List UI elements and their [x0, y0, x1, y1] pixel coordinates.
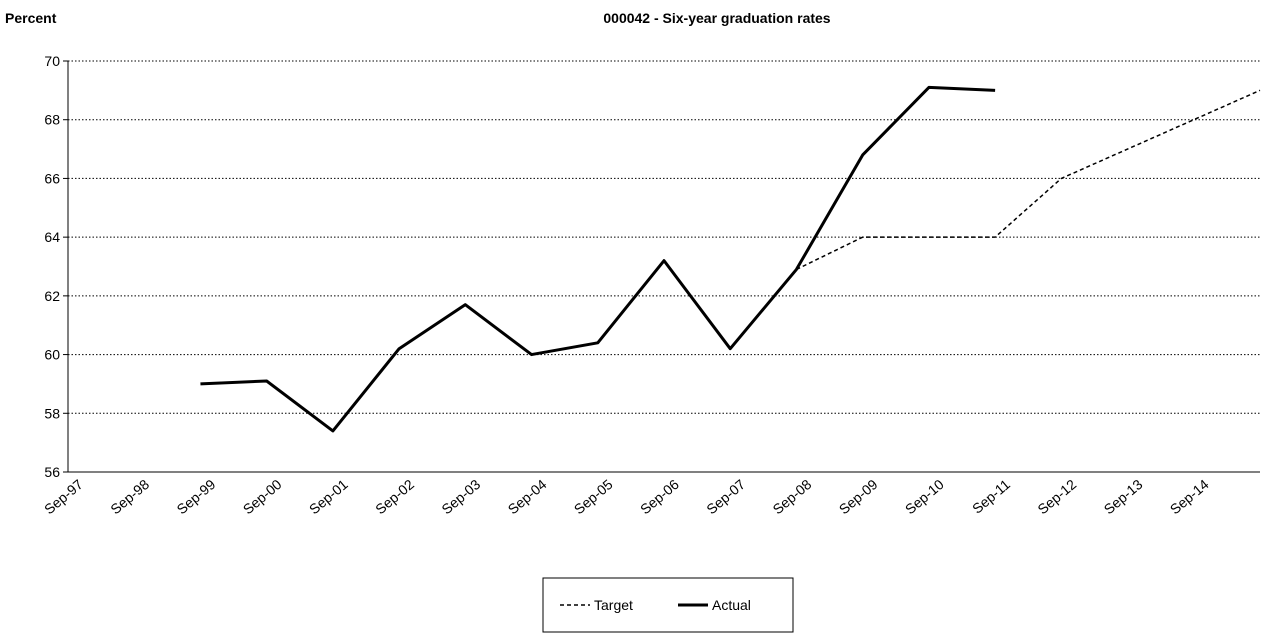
y-tick-label: 68 [44, 112, 60, 128]
x-tick-label: Sep-03 [438, 476, 483, 517]
x-tick-label: Sep-08 [769, 476, 814, 517]
x-tick-label: Sep-12 [1034, 476, 1079, 517]
x-tick-label: Sep-00 [240, 476, 285, 517]
y-tick-label: 66 [44, 170, 60, 186]
x-tick-label: Sep-04 [505, 476, 550, 517]
legend-label: Target [594, 597, 633, 613]
x-tick-label: Sep-02 [372, 476, 417, 517]
y-tick-label: 64 [44, 229, 60, 245]
x-tick-label: Sep-07 [703, 476, 748, 517]
x-tick-label: Sep-98 [107, 476, 152, 517]
y-tick-label: 70 [44, 53, 60, 69]
x-tick-label: Sep-97 [41, 476, 86, 517]
series-line [200, 85, 996, 433]
y-tick-label: 56 [44, 464, 60, 480]
y-tick-label: 62 [44, 288, 60, 304]
x-tick-label: Sep-09 [836, 476, 881, 517]
x-tick-label: Sep-13 [1101, 476, 1146, 517]
x-tick-label: Sep-10 [902, 476, 947, 517]
legend-box [542, 577, 794, 633]
y-tick-label: 60 [44, 347, 60, 363]
x-tick-label: Sep-06 [637, 476, 682, 517]
x-tick-label: Sep-01 [306, 476, 351, 517]
legend-label: Actual [712, 597, 751, 613]
x-tick-label: Sep-14 [1167, 476, 1212, 517]
x-tick-label: Sep-05 [571, 476, 616, 517]
chart-title: 000042 - Six-year graduation rates [603, 10, 830, 26]
y-tick-label: 58 [44, 405, 60, 421]
x-tick-label: Sep-11 [969, 476, 1013, 517]
y-axis-label: Percent [5, 10, 57, 26]
series-line [796, 89, 1261, 271]
x-tick-label: Sep-99 [173, 476, 218, 517]
